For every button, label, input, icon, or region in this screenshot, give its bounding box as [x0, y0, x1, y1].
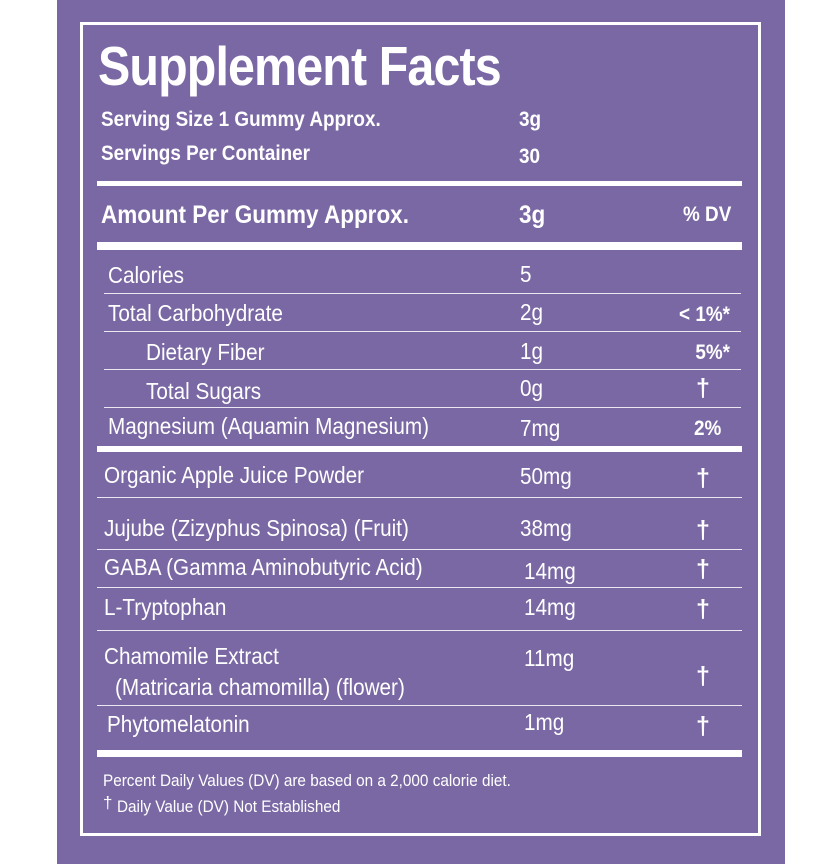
nutrient-amount: 1g	[520, 338, 544, 364]
label-frame	[80, 22, 761, 836]
ingredient-amount: 50mg	[520, 463, 572, 489]
nutrient-amount: 7mg	[520, 415, 561, 441]
row-divider	[104, 331, 741, 332]
divider-thick	[97, 181, 742, 186]
ingredient-name: GABA (Gamma Aminobutyric Acid)	[104, 554, 423, 580]
nutrient-dv: < 1%*	[679, 303, 730, 326]
ingredient-name: Jujube (Zizyphus Spinosa) (Fruit)	[104, 515, 409, 541]
ingredient-dv: †	[696, 555, 710, 583]
ingredient-name: Organic Apple Juice Powder	[104, 462, 365, 488]
row-divider	[104, 293, 741, 294]
row-divider	[104, 369, 741, 370]
ingredient-amount: 38mg	[520, 515, 572, 541]
row-divider	[97, 497, 742, 498]
label-background	[57, 0, 785, 864]
nutrient-name: Total Sugars	[146, 378, 262, 404]
nutrient-name: Dietary Fiber	[146, 339, 265, 365]
row-divider	[104, 407, 741, 408]
ingredient-amount: 1mg	[524, 709, 565, 735]
ingredient-amount: 11mg	[524, 645, 575, 671]
divider-thick	[97, 446, 742, 452]
nutrient-amount: 5	[520, 261, 532, 287]
row-divider	[97, 549, 742, 550]
ingredient-name: L-Tryptophan	[104, 594, 227, 620]
panel-title: Supplement Facts	[98, 35, 502, 97]
ingredient-name: Chamomile Extract	[104, 643, 279, 669]
nutrient-name: Total Carbohydrate	[108, 300, 283, 326]
ingredient-dv: †	[696, 662, 710, 690]
dagger-footnote: Daily Value (DV) Not Established	[117, 797, 341, 816]
amount-per-serving-label: Amount Per Gummy Approx.	[101, 201, 409, 229]
row-divider	[97, 630, 742, 631]
dv-column-header: % DV	[683, 203, 732, 226]
nutrient-dv: †	[696, 374, 710, 402]
dv-footnote: Percent Daily Values (DV) are based on a…	[103, 771, 511, 790]
nutrient-name: Calories	[108, 262, 184, 288]
nutrient-dv: 5%*	[695, 341, 730, 364]
ingredient-dv: †	[696, 712, 710, 740]
ingredient-dv: †	[696, 595, 710, 623]
row-divider	[97, 587, 742, 588]
divider-thick	[97, 242, 742, 250]
ingredient-name: Phytomelatonin	[107, 711, 250, 737]
ingredient-amount: 14mg	[524, 594, 576, 620]
ingredient-dv: †	[696, 464, 710, 492]
amount-per-serving-value: 3g	[519, 201, 546, 229]
servings-per-container-label: Servings Per Container	[101, 142, 311, 165]
serving-size-label: Serving Size 1 Gummy Approx.	[101, 108, 381, 131]
row-divider	[97, 705, 742, 706]
dagger-symbol: †	[103, 793, 113, 812]
ingredient-dv: †	[696, 516, 710, 544]
servings-per-container-value: 30	[519, 145, 541, 168]
serving-size-value: 3g	[519, 108, 542, 131]
ingredient-name-line2: (Matricaria chamomilla) (flower)	[115, 674, 405, 700]
nutrient-amount: 2g	[520, 299, 544, 325]
nutrient-amount: 0g	[520, 375, 544, 401]
nutrient-name: Magnesium (Aquamin Magnesium)	[108, 413, 429, 439]
nutrient-dv: 2%	[694, 417, 722, 440]
divider-thick	[97, 750, 742, 757]
ingredient-amount: 14mg	[524, 558, 576, 584]
